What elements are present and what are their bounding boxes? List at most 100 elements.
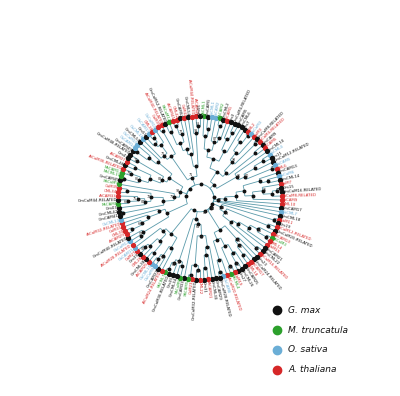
Text: OsCaM6: OsCaM6 bbox=[280, 170, 296, 178]
Text: GmCML10: GmCML10 bbox=[267, 138, 286, 152]
Text: GmCaM16-RELATED: GmCaM16-RELATED bbox=[282, 187, 322, 194]
Text: 94: 94 bbox=[211, 207, 215, 211]
Text: AtCaM36-RELATED: AtCaM36-RELATED bbox=[88, 154, 123, 171]
Text: MtCAM2: MtCAM2 bbox=[218, 101, 226, 118]
Text: O. sativa: O. sativa bbox=[288, 345, 328, 354]
Text: 53: 53 bbox=[196, 122, 200, 126]
Text: 71: 71 bbox=[189, 173, 193, 177]
Text: GmCAM37: GmCAM37 bbox=[146, 268, 160, 288]
Text: AtCaM4-RELATED: AtCaM4-RELATED bbox=[259, 117, 287, 143]
Text: Gm7: Gm7 bbox=[244, 120, 252, 130]
Text: AtCaM16-RELATED: AtCaM16-RELATED bbox=[259, 253, 289, 281]
Text: CaM23: CaM23 bbox=[189, 280, 194, 294]
Text: Gm43: Gm43 bbox=[106, 206, 118, 211]
Text: OsCaM12: OsCaM12 bbox=[113, 240, 131, 253]
Text: Gm39: Gm39 bbox=[129, 253, 141, 264]
Text: MtCaM9: MtCaM9 bbox=[102, 179, 119, 186]
Text: 91: 91 bbox=[221, 206, 225, 210]
Text: 67: 67 bbox=[196, 270, 200, 274]
Text: GmCAM33: GmCAM33 bbox=[178, 279, 186, 300]
Text: GmCAM21: GmCAM21 bbox=[265, 247, 284, 263]
Text: GmCML46: GmCML46 bbox=[105, 155, 125, 167]
Text: CML26: CML26 bbox=[132, 256, 144, 268]
Text: 64: 64 bbox=[171, 263, 176, 267]
Text: 71: 71 bbox=[160, 152, 165, 156]
Text: 73: 73 bbox=[225, 211, 229, 215]
Text: AtCaM32-RELATED: AtCaM32-RELATED bbox=[86, 222, 122, 237]
Text: CML2: CML2 bbox=[247, 121, 257, 132]
Text: Gm55: Gm55 bbox=[198, 103, 202, 115]
Text: OsCaM15: OsCaM15 bbox=[121, 131, 138, 146]
Text: GmCaM44-RELATED: GmCaM44-RELATED bbox=[78, 198, 117, 203]
Text: MtCAM5: MtCAM5 bbox=[184, 280, 190, 296]
Text: 86: 86 bbox=[255, 140, 259, 144]
Text: 83: 83 bbox=[203, 211, 208, 215]
Text: GmCaM48-RELATED: GmCaM48-RELATED bbox=[95, 132, 131, 156]
Text: OsCML13: OsCML13 bbox=[102, 218, 120, 227]
Text: AtCAM5: AtCAM5 bbox=[265, 137, 279, 149]
Text: Gm15: Gm15 bbox=[282, 185, 294, 190]
Text: Gm11: Gm11 bbox=[272, 150, 284, 160]
Text: GmCML34: GmCML34 bbox=[168, 277, 178, 297]
Text: CaM3: CaM3 bbox=[254, 126, 264, 137]
Text: OsCML16: OsCML16 bbox=[128, 124, 144, 140]
Text: GmCAM25: GmCAM25 bbox=[244, 266, 258, 286]
Text: GmCML26: GmCML26 bbox=[240, 268, 254, 288]
Text: MtCML4: MtCML4 bbox=[229, 274, 239, 290]
Text: CaM19: CaM19 bbox=[233, 272, 242, 286]
Text: GmCaM8-RELATED: GmCaM8-RELATED bbox=[256, 111, 285, 140]
Text: 50: 50 bbox=[235, 263, 240, 267]
Text: CaM11: CaM11 bbox=[280, 218, 294, 225]
Text: OsCAM2: OsCAM2 bbox=[214, 100, 221, 117]
Text: GmCAM13: GmCAM13 bbox=[278, 164, 299, 174]
Text: 74: 74 bbox=[133, 158, 138, 162]
Text: CML10: CML10 bbox=[282, 202, 296, 207]
Text: 71: 71 bbox=[170, 195, 174, 199]
Text: 87: 87 bbox=[213, 137, 217, 141]
Text: GmCaM4-RELATED: GmCaM4-RELATED bbox=[233, 88, 252, 124]
Text: GmCaM28-RELATED: GmCaM28-RELATED bbox=[218, 278, 231, 317]
Text: 80: 80 bbox=[238, 245, 243, 249]
Text: CaM31: CaM31 bbox=[109, 225, 123, 234]
Text: CML14: CML14 bbox=[269, 240, 283, 250]
Text: Gm19: Gm19 bbox=[278, 222, 291, 229]
Text: CML18: CML18 bbox=[247, 264, 258, 277]
Text: AtCAM13: AtCAM13 bbox=[273, 233, 291, 244]
Text: Gm35: Gm35 bbox=[167, 276, 174, 288]
Text: GmCaM32-RELATED: GmCaM32-RELATED bbox=[192, 281, 198, 320]
Text: Gm51: Gm51 bbox=[136, 126, 146, 137]
Text: A. thaliana: A. thaliana bbox=[288, 365, 336, 374]
Text: 51: 51 bbox=[188, 275, 192, 279]
Text: MtCML10: MtCML10 bbox=[102, 169, 120, 178]
Text: 66: 66 bbox=[123, 200, 128, 204]
Text: AtCAM29: AtCAM29 bbox=[109, 233, 127, 244]
Text: 86: 86 bbox=[135, 177, 139, 181]
Text: Gm47: Gm47 bbox=[116, 150, 128, 160]
Text: AtCaM12-RELATED: AtCaM12-RELATED bbox=[277, 225, 312, 242]
Text: 93: 93 bbox=[176, 189, 180, 193]
Text: OsCML1: OsCML1 bbox=[210, 100, 216, 116]
Text: Gm23: Gm23 bbox=[256, 256, 268, 267]
Text: GmCaM52-RELATED: GmCaM52-RELATED bbox=[147, 86, 167, 124]
Text: CaM15: CaM15 bbox=[267, 244, 280, 254]
Text: CaM35: CaM35 bbox=[104, 185, 118, 190]
Text: AtCAM17: AtCAM17 bbox=[250, 261, 264, 278]
Text: MtCaM12: MtCaM12 bbox=[160, 103, 171, 122]
Text: 71: 71 bbox=[160, 256, 164, 260]
Text: OsCML10: OsCML10 bbox=[139, 264, 153, 281]
Text: GmCAM41: GmCAM41 bbox=[98, 214, 120, 222]
Text: 79: 79 bbox=[126, 171, 131, 175]
Text: GmCAM5: GmCAM5 bbox=[237, 108, 249, 126]
Text: MtCaM3: MtCaM3 bbox=[272, 236, 287, 248]
Text: 83: 83 bbox=[158, 177, 162, 181]
Text: 52: 52 bbox=[200, 236, 204, 240]
Text: M. truncatula: M. truncatula bbox=[288, 326, 348, 335]
Text: CaM7: CaM7 bbox=[281, 180, 293, 186]
Text: AtCaM28-RELATED: AtCaM28-RELATED bbox=[101, 244, 133, 267]
Text: OsCaM9: OsCaM9 bbox=[144, 266, 156, 282]
Text: 90: 90 bbox=[228, 267, 233, 270]
Text: 87: 87 bbox=[140, 200, 144, 204]
Text: GmCAM53: GmCAM53 bbox=[173, 97, 182, 118]
Text: MtCAM8: MtCAM8 bbox=[101, 202, 118, 207]
Text: 70: 70 bbox=[176, 261, 180, 265]
